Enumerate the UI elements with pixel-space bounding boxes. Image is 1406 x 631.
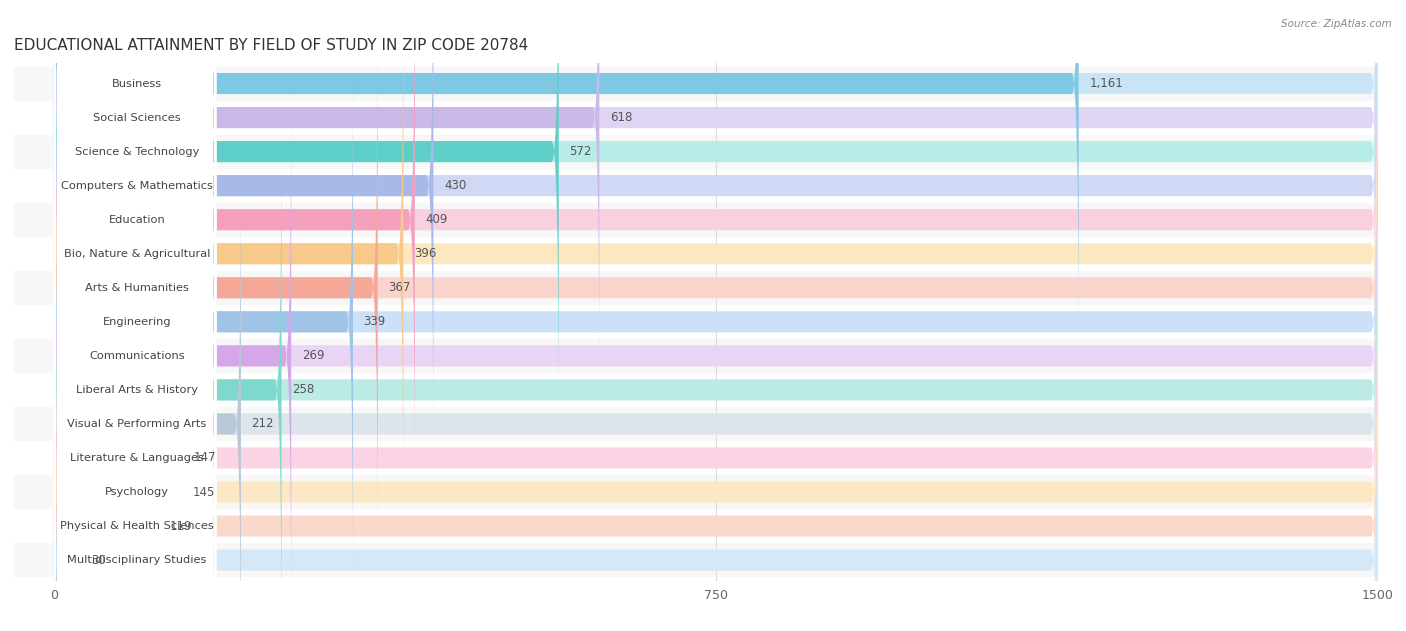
- FancyBboxPatch shape: [53, 128, 1378, 631]
- FancyBboxPatch shape: [53, 126, 217, 631]
- FancyBboxPatch shape: [53, 0, 1378, 481]
- Text: 618: 618: [610, 111, 633, 124]
- FancyBboxPatch shape: [53, 194, 217, 631]
- FancyBboxPatch shape: [53, 160, 217, 631]
- FancyBboxPatch shape: [53, 58, 217, 586]
- FancyBboxPatch shape: [53, 196, 184, 631]
- FancyBboxPatch shape: [53, 0, 415, 481]
- FancyBboxPatch shape: [53, 0, 1378, 345]
- FancyBboxPatch shape: [53, 94, 1378, 618]
- FancyBboxPatch shape: [53, 94, 291, 618]
- FancyBboxPatch shape: [53, 0, 1378, 447]
- FancyBboxPatch shape: [53, 0, 599, 379]
- Text: 258: 258: [292, 384, 315, 396]
- Text: Engineering: Engineering: [103, 317, 172, 327]
- FancyBboxPatch shape: [53, 262, 217, 631]
- FancyBboxPatch shape: [53, 0, 404, 516]
- Text: Multidisciplinary Studies: Multidisciplinary Studies: [67, 555, 207, 565]
- Text: 572: 572: [569, 145, 592, 158]
- FancyBboxPatch shape: [14, 305, 1378, 339]
- FancyBboxPatch shape: [53, 228, 217, 631]
- FancyBboxPatch shape: [53, 0, 217, 347]
- FancyBboxPatch shape: [14, 66, 1378, 100]
- FancyBboxPatch shape: [14, 407, 1378, 441]
- FancyBboxPatch shape: [53, 0, 1378, 379]
- Text: Source: ZipAtlas.com: Source: ZipAtlas.com: [1281, 19, 1392, 29]
- Text: 212: 212: [252, 418, 274, 430]
- FancyBboxPatch shape: [14, 100, 1378, 134]
- FancyBboxPatch shape: [53, 264, 1378, 631]
- Text: 269: 269: [302, 350, 325, 362]
- FancyBboxPatch shape: [53, 26, 378, 550]
- FancyBboxPatch shape: [53, 92, 217, 620]
- FancyBboxPatch shape: [14, 475, 1378, 509]
- FancyBboxPatch shape: [53, 0, 217, 415]
- FancyBboxPatch shape: [53, 26, 1378, 550]
- Text: Computers & Mathematics: Computers & Mathematics: [60, 180, 212, 191]
- Text: Business: Business: [111, 78, 162, 88]
- Text: 339: 339: [364, 316, 385, 328]
- FancyBboxPatch shape: [53, 0, 217, 483]
- FancyBboxPatch shape: [53, 24, 217, 551]
- FancyBboxPatch shape: [14, 509, 1378, 543]
- FancyBboxPatch shape: [53, 196, 1378, 631]
- FancyBboxPatch shape: [14, 134, 1378, 168]
- FancyBboxPatch shape: [14, 271, 1378, 305]
- FancyBboxPatch shape: [53, 230, 181, 631]
- Text: 430: 430: [444, 179, 467, 192]
- FancyBboxPatch shape: [14, 203, 1378, 237]
- FancyBboxPatch shape: [53, 0, 217, 449]
- FancyBboxPatch shape: [53, 60, 1378, 584]
- Text: Science & Technology: Science & Technology: [75, 146, 198, 156]
- Text: EDUCATIONAL ATTAINMENT BY FIELD OF STUDY IN ZIP CODE 20784: EDUCATIONAL ATTAINMENT BY FIELD OF STUDY…: [14, 38, 529, 53]
- Text: 409: 409: [426, 213, 447, 226]
- Text: Psychology: Psychology: [105, 487, 169, 497]
- FancyBboxPatch shape: [53, 60, 353, 584]
- Text: 145: 145: [193, 485, 215, 498]
- FancyBboxPatch shape: [53, 0, 558, 413]
- Text: 367: 367: [388, 281, 411, 294]
- FancyBboxPatch shape: [14, 441, 1378, 475]
- Text: Literature & Languages: Literature & Languages: [70, 453, 204, 463]
- FancyBboxPatch shape: [14, 237, 1378, 271]
- Text: 396: 396: [413, 247, 436, 260]
- FancyBboxPatch shape: [53, 0, 217, 517]
- Text: Bio, Nature & Agricultural: Bio, Nature & Agricultural: [63, 249, 209, 259]
- FancyBboxPatch shape: [53, 0, 433, 447]
- Text: Liberal Arts & History: Liberal Arts & History: [76, 385, 198, 395]
- FancyBboxPatch shape: [53, 230, 1378, 631]
- Text: Social Sciences: Social Sciences: [93, 112, 180, 122]
- FancyBboxPatch shape: [53, 0, 1378, 516]
- FancyBboxPatch shape: [14, 373, 1378, 407]
- FancyBboxPatch shape: [53, 0, 1378, 413]
- FancyBboxPatch shape: [53, 162, 1378, 631]
- Text: Visual & Performing Arts: Visual & Performing Arts: [67, 419, 207, 429]
- Text: 30: 30: [91, 553, 105, 567]
- FancyBboxPatch shape: [53, 297, 217, 631]
- Text: Physical & Health Sciences: Physical & Health Sciences: [60, 521, 214, 531]
- FancyBboxPatch shape: [53, 298, 80, 631]
- FancyBboxPatch shape: [53, 298, 1378, 631]
- FancyBboxPatch shape: [14, 543, 1378, 577]
- FancyBboxPatch shape: [53, 0, 1078, 345]
- Text: 1,161: 1,161: [1090, 77, 1123, 90]
- Text: 147: 147: [194, 451, 217, 464]
- FancyBboxPatch shape: [53, 0, 217, 381]
- FancyBboxPatch shape: [53, 264, 159, 631]
- FancyBboxPatch shape: [53, 128, 281, 631]
- FancyBboxPatch shape: [14, 339, 1378, 373]
- FancyBboxPatch shape: [14, 168, 1378, 203]
- FancyBboxPatch shape: [53, 162, 240, 631]
- Text: Arts & Humanities: Arts & Humanities: [84, 283, 188, 293]
- Text: Education: Education: [108, 215, 165, 225]
- Text: 119: 119: [169, 519, 193, 533]
- Text: Communications: Communications: [89, 351, 184, 361]
